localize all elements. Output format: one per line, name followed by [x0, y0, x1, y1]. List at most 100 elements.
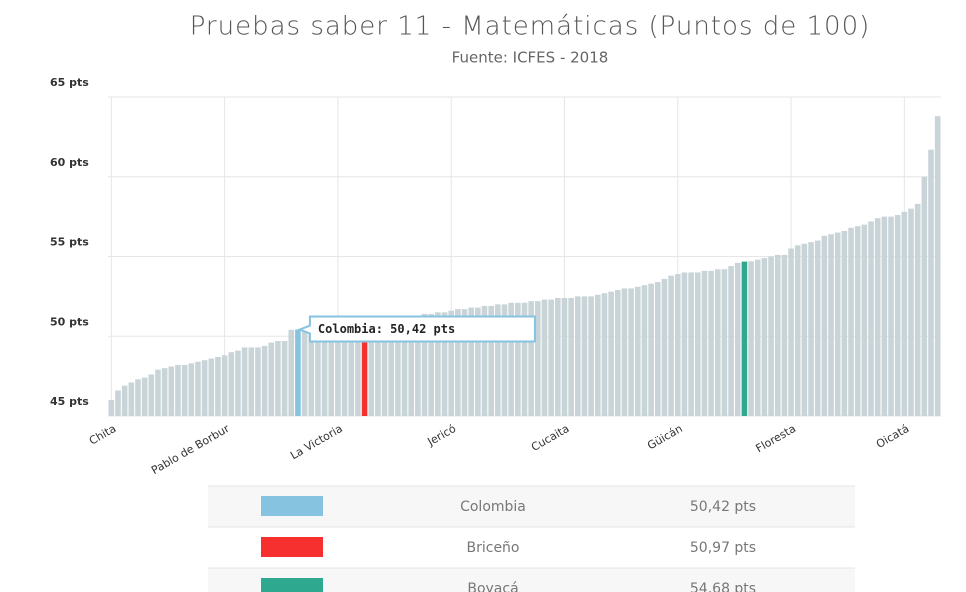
bar — [854, 226, 861, 416]
bar — [555, 297, 561, 416]
bar — [168, 366, 175, 416]
bar — [108, 400, 115, 416]
bar — [748, 261, 754, 416]
bar — [461, 309, 468, 416]
y-tick-label: 55 pts — [50, 236, 89, 249]
bar — [881, 216, 888, 416]
bar — [734, 262, 741, 416]
bar — [774, 254, 781, 416]
bar — [421, 313, 428, 416]
bar — [395, 317, 401, 416]
bar — [501, 304, 508, 416]
bar — [488, 305, 494, 416]
bar — [701, 270, 708, 416]
bar — [308, 328, 315, 416]
bar — [788, 248, 794, 416]
bar — [468, 307, 474, 416]
bar — [794, 245, 801, 416]
bar — [201, 360, 208, 416]
bar — [281, 341, 288, 416]
bar — [215, 356, 221, 416]
bar — [241, 347, 248, 416]
y-tick-label: 50 pts — [50, 315, 89, 328]
bar — [188, 363, 195, 416]
bar — [428, 313, 435, 416]
bar — [714, 269, 721, 416]
bar — [828, 234, 834, 416]
bar — [455, 309, 461, 416]
bar — [328, 325, 335, 416]
bar — [255, 347, 261, 416]
bar — [128, 382, 135, 416]
bar — [515, 302, 521, 416]
bar — [628, 288, 634, 416]
y-tick-label: 45 pts — [50, 395, 89, 408]
bar — [261, 345, 268, 416]
bar — [228, 352, 235, 416]
bar — [481, 305, 488, 416]
bar — [861, 224, 868, 416]
bar — [694, 272, 701, 416]
legend-value: 54,68 pts — [690, 581, 756, 592]
legend-swatch — [261, 496, 323, 516]
bar — [894, 215, 901, 416]
bar — [495, 304, 501, 416]
bar — [415, 315, 421, 416]
bar — [581, 296, 588, 416]
bar — [661, 278, 668, 416]
bar — [148, 374, 155, 416]
bar — [161, 368, 168, 416]
legend: Colombia 50,42 pts Briceño 50,97 pts Boyacá 5… — [208, 485, 855, 592]
tooltip-text: Colombia: 50,42 pts — [318, 322, 455, 336]
bar — [934, 116, 941, 416]
y-tick-label: 60 pts — [50, 156, 89, 169]
legend-value: 50,97 pts — [690, 540, 756, 556]
bar — [781, 254, 788, 416]
bar — [608, 291, 614, 416]
bar — [341, 323, 348, 416]
bar — [361, 320, 368, 416]
bar — [121, 385, 128, 416]
bar — [621, 288, 628, 416]
bar — [874, 218, 881, 416]
bar — [528, 301, 534, 416]
bar — [761, 258, 768, 416]
bar — [541, 299, 548, 416]
bar — [721, 269, 728, 416]
bar — [848, 227, 854, 416]
bar — [175, 364, 181, 416]
tooltip-box — [297, 315, 536, 343]
bar — [568, 297, 574, 416]
bar — [928, 149, 934, 416]
bar — [741, 261, 748, 416]
bar — [681, 272, 688, 416]
bar — [668, 275, 674, 416]
bar — [754, 259, 761, 416]
bar — [914, 203, 921, 416]
bar — [535, 301, 541, 416]
bar — [401, 317, 408, 416]
bar — [315, 326, 321, 416]
bar — [814, 240, 821, 416]
bar — [381, 318, 388, 416]
bar — [561, 297, 568, 416]
bar — [708, 270, 714, 416]
bar — [674, 274, 681, 416]
bar — [614, 289, 621, 416]
bar — [768, 256, 774, 416]
bar — [288, 329, 295, 416]
bar — [141, 377, 148, 416]
bar — [648, 283, 654, 416]
bar — [268, 342, 275, 416]
bar — [801, 243, 808, 416]
bar — [901, 211, 908, 416]
bar — [181, 364, 188, 416]
bar — [408, 315, 415, 416]
bar — [348, 323, 355, 416]
bar — [155, 369, 161, 416]
bar — [441, 312, 448, 416]
legend-swatch — [261, 537, 323, 557]
bar — [808, 242, 814, 416]
tooltip: Colombia: 50,42 pts — [297, 315, 536, 343]
bar — [841, 230, 848, 416]
